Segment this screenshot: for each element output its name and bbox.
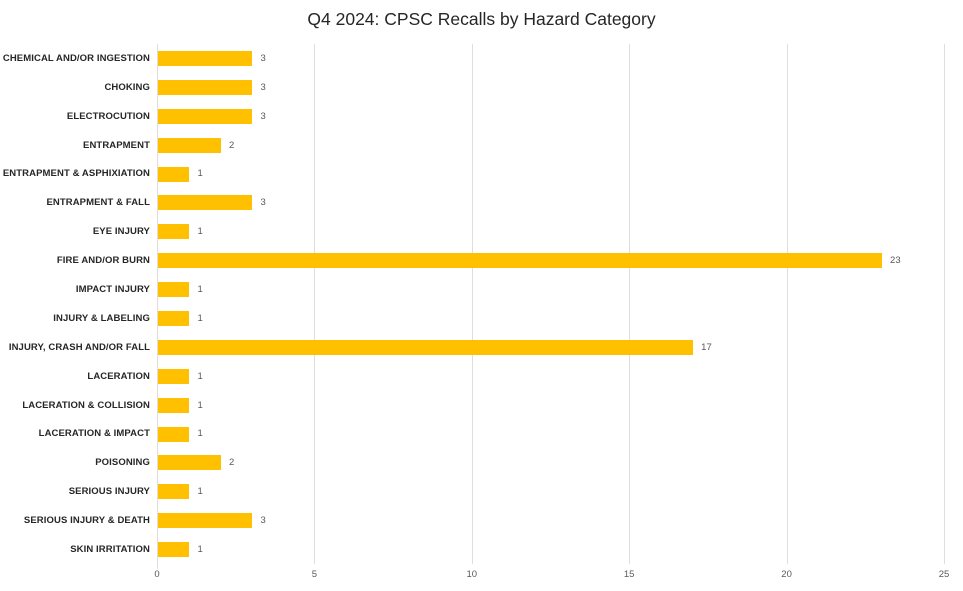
gridline [944,44,945,564]
bar [158,137,221,153]
x-axis-tick-label: 10 [466,569,478,580]
bar [158,397,190,413]
bar [158,50,253,66]
x-axis-tick-label: 25 [938,569,950,580]
category-label: INJURY, CRASH AND/OR FALL [8,341,150,353]
value-label: 1 [197,428,203,440]
gridline [314,44,316,564]
y-axis-line [157,44,158,569]
bar [158,455,221,471]
value-label: 1 [197,486,203,498]
bar [158,426,190,442]
category-label: EYE INJURY [92,226,150,238]
gridline [471,44,473,564]
value-label: 1 [197,370,203,382]
value-label: 3 [260,81,266,93]
category-label: LACERATION [87,370,150,382]
value-label: 3 [260,52,266,64]
category-label: IMPACT INJURY [75,284,150,296]
value-label: 1 [197,226,203,238]
value-label: 23 [890,255,901,267]
category-label: ENTRAPMENT & FALL [46,197,150,209]
category-label: POISONING [95,457,150,469]
value-label: 1 [197,312,203,324]
bar [158,224,190,240]
value-label: 1 [197,168,203,180]
value-label: 3 [260,197,266,209]
category-label: LACERATION & IMPACT [38,428,150,440]
x-axis-tick-label: 15 [623,569,635,580]
value-label: 1 [197,284,203,296]
bar [158,310,190,326]
value-label: 17 [701,341,712,353]
x-axis-tick-label: 5 [311,569,318,580]
bar [158,339,694,355]
category-label: SKIN IRRITATION [70,544,150,556]
category-label: SERIOUS INJURY & DEATH [23,515,150,527]
category-label: FIRE AND/OR BURN [56,255,150,267]
gridline [786,44,788,564]
bar [158,108,253,124]
bar [158,282,190,298]
category-label: SERIOUS INJURY [68,486,150,498]
x-axis-tick-label: 0 [154,569,160,580]
category-label: ENTRAPMENT & ASPHIXIATION [2,168,150,180]
chart-title: Q4 2024: CPSC Recalls by Hazard Category [307,9,656,29]
value-label: 3 [260,515,266,527]
value-label: 3 [260,110,266,122]
bar [158,166,190,182]
bar [158,79,253,95]
bar [158,368,190,384]
bar [158,542,190,558]
bar [158,484,190,500]
x-axis-tick-label: 20 [781,569,792,580]
category-label: LACERATION & COLLISION [22,399,150,411]
category-label: INJURY & LABELING [53,312,150,324]
value-label: 1 [197,544,203,556]
value-label: 2 [228,457,235,469]
category-label: ELECTROCUTION [66,110,150,122]
category-label: ENTRAPMENT [83,139,150,151]
bar [158,253,883,269]
value-label: 2 [228,139,235,151]
gridline [629,44,631,564]
category-label: CHOKING [104,81,150,93]
category-label: CHEMICAL AND/OR INGESTION [2,52,150,64]
value-label: 1 [197,399,203,411]
bar [158,195,253,211]
bar [158,513,253,529]
